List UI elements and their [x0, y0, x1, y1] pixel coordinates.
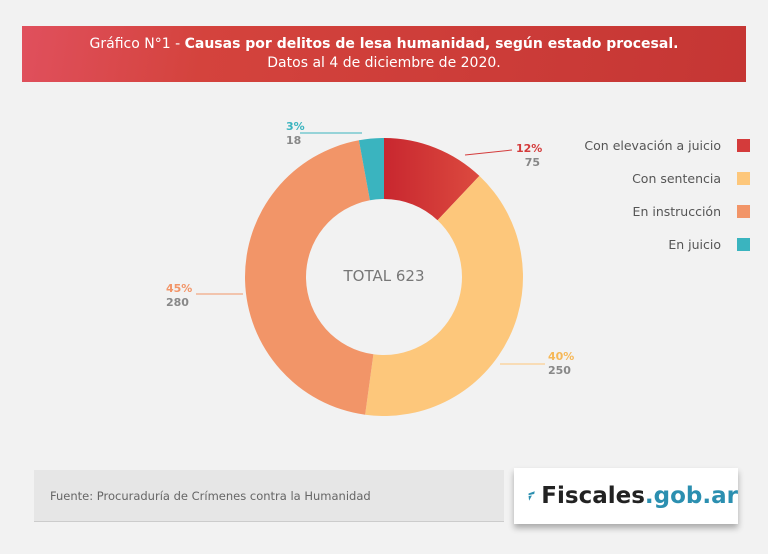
legend-label: Con elevación a juicio	[584, 138, 721, 153]
chart-header: Gráfico N°1 - Causas por delitos de lesa…	[22, 26, 746, 82]
leader-line-0	[464, 149, 513, 156]
legend-swatch	[737, 172, 750, 185]
donut-slice-2	[245, 140, 374, 415]
fiscales-logo[interactable]: Fiscales .gob.ar	[514, 468, 738, 524]
legend-label: En instrucción	[632, 204, 721, 219]
legend-item: En juicio	[668, 237, 750, 252]
legend-item: Con sentencia	[632, 171, 750, 186]
center-label: TOTAL 623	[343, 267, 425, 285]
percent-label: 45%	[166, 282, 193, 295]
chart-title: Causas por delitos de lesa humanidad, se…	[184, 36, 679, 52]
value-label: 250	[548, 364, 571, 377]
donut-slice-3	[358, 138, 384, 201]
data-label-0: 12% 75	[516, 142, 543, 170]
legend-swatch	[737, 205, 750, 218]
donut-slice-1	[365, 175, 523, 416]
legend-item: En instrucción	[633, 204, 750, 219]
logo-text: Fiscales	[541, 483, 645, 509]
data-label-3: 3% 18	[286, 120, 305, 148]
value-label: 18	[286, 134, 302, 147]
data-label-2: 45% 280	[166, 282, 192, 310]
legend-label: En juicio	[668, 237, 721, 252]
percent-label: 40%	[548, 350, 575, 363]
legend-swatch	[737, 238, 750, 251]
percent-label: 3%	[286, 120, 305, 133]
fiscales-f-icon	[528, 491, 535, 501]
value-label: 280	[166, 296, 189, 309]
source-note: Fuente: Procuraduría de Crímenes contra …	[34, 470, 504, 522]
legend-label: Con sentencia	[632, 171, 721, 186]
data-label-1: 40% 250	[548, 350, 574, 378]
donut-slice-0	[384, 138, 480, 221]
percent-label: 12%	[516, 142, 543, 155]
chart-number: Gráfico N°1 -	[89, 36, 185, 52]
value-label: 75	[524, 156, 540, 169]
chart-subtitle: Datos al 4 de diciembre de 2020.	[267, 55, 501, 71]
legend-item: Con elevación a juicio	[584, 138, 750, 153]
legend-swatch	[737, 139, 750, 152]
logo-domain: .gob.ar	[644, 483, 738, 509]
